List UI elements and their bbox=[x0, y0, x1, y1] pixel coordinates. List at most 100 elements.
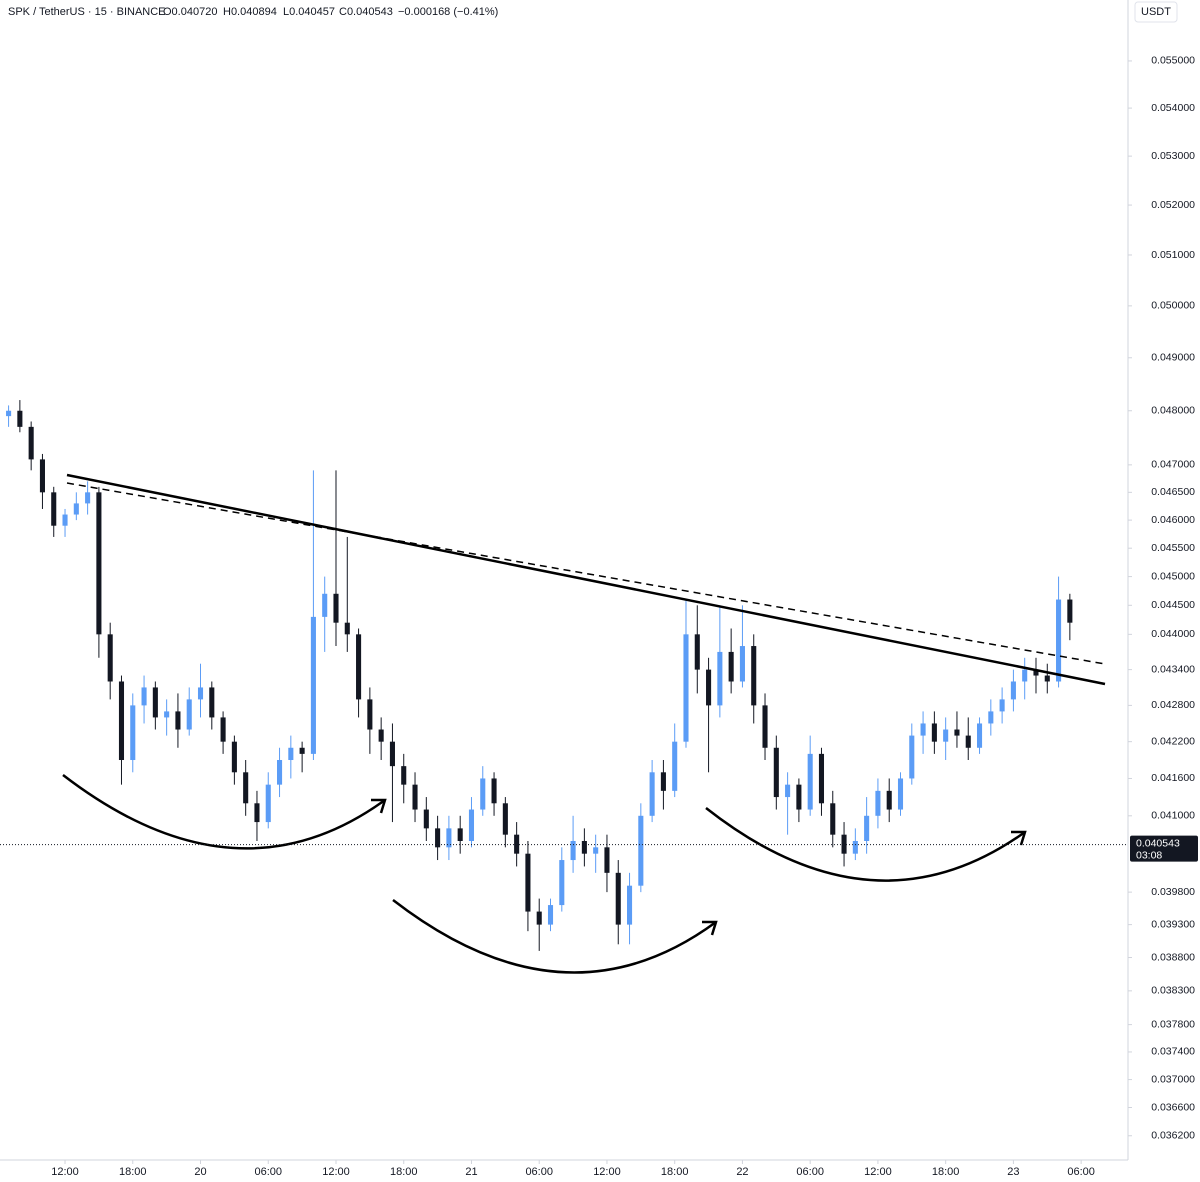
candle-body bbox=[559, 860, 565, 906]
y-tick-label: 0.052000 bbox=[1151, 199, 1195, 211]
y-tick-label: 0.037000 bbox=[1151, 1073, 1195, 1085]
x-tick-label: 12:00 bbox=[51, 1166, 79, 1178]
candle-body bbox=[85, 492, 91, 504]
candle-body bbox=[209, 687, 215, 718]
x-tick-label: 06:00 bbox=[1067, 1166, 1095, 1178]
y-tick-label: 0.046500 bbox=[1151, 486, 1195, 498]
currency[interactable]: USDT bbox=[1141, 6, 1171, 18]
y-tick-label: 0.041000 bbox=[1151, 810, 1195, 822]
candle-body bbox=[649, 772, 655, 816]
candle-body bbox=[615, 872, 621, 925]
candle-body bbox=[277, 760, 283, 785]
candle-body bbox=[852, 840, 858, 854]
candle-body bbox=[1044, 675, 1050, 682]
candle-body bbox=[423, 809, 429, 829]
candle-body bbox=[401, 766, 407, 785]
candle-body bbox=[954, 729, 960, 736]
candle-body bbox=[356, 634, 362, 700]
candle-body bbox=[638, 815, 644, 886]
y-tick-label: 0.042800 bbox=[1151, 699, 1195, 711]
candle-body bbox=[322, 593, 328, 617]
y-tick-label: 0.050000 bbox=[1151, 300, 1195, 312]
y-tick-label: 0.038300 bbox=[1151, 985, 1195, 997]
candle-body bbox=[886, 790, 892, 810]
candle-body bbox=[299, 747, 305, 754]
candle-body bbox=[785, 784, 791, 798]
candle-body bbox=[491, 778, 497, 804]
candle-body bbox=[626, 885, 633, 925]
candle-body bbox=[864, 815, 870, 841]
candle-body bbox=[378, 729, 384, 742]
candle-body bbox=[807, 753, 813, 810]
candle-body bbox=[694, 634, 700, 670]
candle-body bbox=[1010, 681, 1016, 700]
y-tick-label: 0.042200 bbox=[1151, 735, 1195, 747]
candle-body bbox=[17, 410, 23, 427]
y-tick-label: 0.045500 bbox=[1151, 542, 1195, 554]
candle-body bbox=[265, 784, 271, 823]
x-tick-label: 12:00 bbox=[322, 1166, 350, 1178]
y-tick-label: 0.051000 bbox=[1151, 249, 1195, 261]
candle-body bbox=[220, 717, 226, 742]
candle-body bbox=[186, 699, 192, 730]
y-tick-label: 0.036200 bbox=[1151, 1130, 1195, 1142]
candle-body bbox=[333, 593, 339, 623]
candle-body bbox=[728, 651, 734, 682]
candle-body bbox=[412, 784, 418, 810]
candle-body bbox=[243, 772, 249, 804]
candle-body bbox=[468, 809, 475, 841]
candle-body bbox=[118, 681, 125, 761]
y-tick-label: 0.039800 bbox=[1151, 886, 1195, 898]
candle-body bbox=[1033, 669, 1039, 676]
currency-button[interactable] bbox=[1134, 1, 1178, 23]
candle-body bbox=[446, 828, 452, 848]
candle-body bbox=[51, 492, 57, 526]
candle-body bbox=[457, 828, 463, 841]
arc-arrow bbox=[392, 899, 717, 974]
candle-body bbox=[988, 711, 994, 724]
candle-body bbox=[706, 669, 712, 706]
candle-body bbox=[570, 840, 576, 861]
candle-body bbox=[6, 410, 12, 417]
candle-body bbox=[909, 735, 915, 779]
plot bbox=[6, 400, 1073, 951]
candle-body bbox=[107, 634, 113, 682]
candle-body bbox=[96, 492, 102, 635]
header: SPK / TetherUS · 15 · BINANCE O0.040720 … bbox=[8, 6, 498, 18]
x-tick-label: 18:00 bbox=[119, 1166, 147, 1178]
candle-body bbox=[480, 778, 486, 810]
candle-body bbox=[762, 705, 768, 748]
y-tick-label: 0.049000 bbox=[1151, 352, 1195, 364]
candle-body bbox=[435, 828, 441, 848]
candle-body bbox=[62, 514, 68, 526]
candle-body bbox=[197, 687, 204, 700]
candle-body bbox=[1067, 599, 1073, 623]
trendline bbox=[66, 473, 1106, 686]
high-text: H0.040894 bbox=[223, 6, 277, 18]
y-tick-label: 0.043400 bbox=[1151, 663, 1195, 675]
candle-body bbox=[581, 840, 587, 854]
y-tick-label: 0.045000 bbox=[1151, 570, 1195, 582]
candle-body bbox=[164, 711, 170, 718]
arrow-head bbox=[371, 798, 387, 814]
candle-body bbox=[717, 651, 723, 706]
candle-body bbox=[875, 790, 881, 816]
arrow-head bbox=[1011, 830, 1027, 846]
candle-body bbox=[739, 646, 745, 682]
x-tick-label: 18:00 bbox=[661, 1166, 689, 1178]
candle-body bbox=[683, 634, 689, 742]
candle-body bbox=[593, 847, 599, 854]
candle-body bbox=[39, 459, 45, 493]
y-tick-label: 0.054000 bbox=[1151, 102, 1195, 114]
candle-body bbox=[965, 735, 971, 748]
last-price-box bbox=[1130, 835, 1198, 862]
candle-body bbox=[367, 699, 373, 730]
candle-body bbox=[751, 646, 757, 706]
candle-body bbox=[841, 834, 847, 854]
y-tick-label: 0.036600 bbox=[1151, 1101, 1195, 1113]
candle-body bbox=[344, 622, 350, 635]
x-tick-label: 06:00 bbox=[254, 1166, 282, 1178]
last-price-label: 0.040543 bbox=[1136, 837, 1180, 849]
